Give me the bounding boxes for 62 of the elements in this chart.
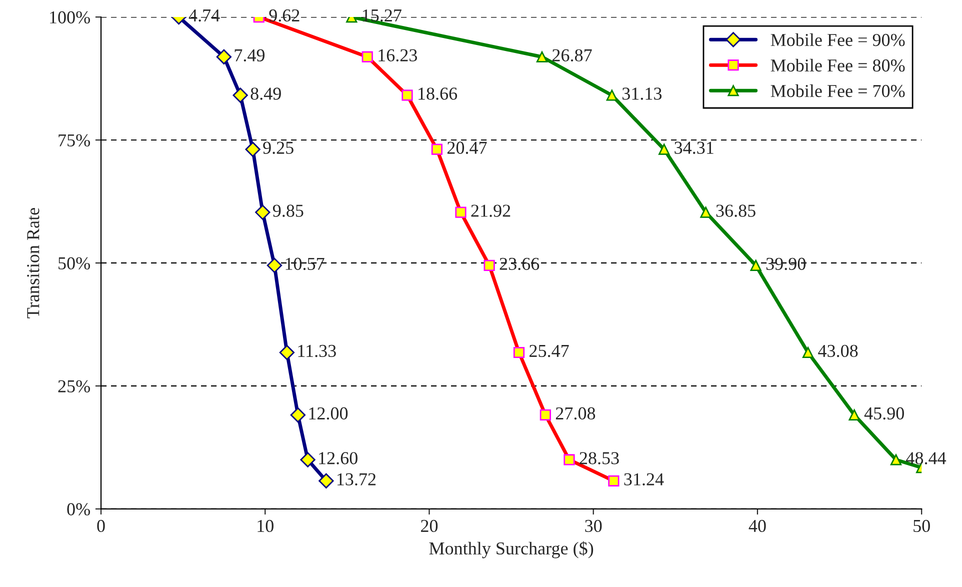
annotation: 11.33 (298, 344, 336, 358)
x-tick-label: 20 (421, 520, 438, 532)
annotation: 7.49 (234, 49, 265, 62)
point (750, 260, 762, 271)
annotation: 25.47 (530, 344, 569, 358)
annotation: 23.66 (500, 258, 540, 270)
annotation: 36.85 (716, 204, 756, 217)
point (232, 88, 248, 103)
annotation: 16.23 (378, 49, 418, 62)
point (848, 409, 860, 421)
point (216, 49, 232, 64)
annotation: 8.49 (250, 88, 281, 100)
annotation: 12.60 (319, 452, 358, 464)
annotation: 20.47 (447, 142, 487, 154)
annotation: 39.90 (766, 258, 806, 270)
annotation: 28.53 (580, 452, 619, 464)
annotation: 9.62 (269, 9, 300, 22)
annotation: 48.44 (906, 452, 946, 464)
y-tick-label: 0% (67, 503, 90, 516)
annotation: 34.31 (674, 142, 714, 154)
annotation: 12.00 (309, 407, 348, 420)
annotation: 27.08 (556, 407, 596, 420)
annotation: 31.13 (622, 88, 662, 100)
annotation: 26.87 (552, 49, 592, 62)
point (700, 206, 712, 218)
annotation: 21.92 (471, 204, 510, 217)
point (606, 90, 618, 101)
point (245, 142, 260, 157)
point (890, 454, 902, 466)
annotation: 4.74 (188, 9, 220, 22)
annotation: 13.72 (337, 473, 376, 486)
annotation: 9.85 (272, 204, 304, 217)
point (300, 452, 316, 468)
annotation: 15.27 (362, 9, 402, 22)
y-tick-label: 100% (50, 11, 90, 24)
y-tick-label: 50% (58, 257, 90, 270)
point (266, 258, 282, 274)
point (802, 346, 814, 358)
point (290, 407, 306, 423)
point (279, 344, 295, 360)
y-axis-title: Transition Rate (27, 208, 40, 318)
point (255, 204, 270, 220)
annotation: 9.25 (263, 142, 294, 154)
annotation: 43.08 (818, 344, 858, 358)
x-axis-title: Monthly Surcharge ($) (429, 541, 594, 558)
annotation: 10.57 (286, 258, 324, 270)
x-tick-label: 50 (914, 520, 930, 532)
legend-label: Mobile Fee = 90% (770, 33, 905, 46)
y-tick-label: 25% (58, 380, 90, 392)
x-tick-label: 10 (258, 520, 274, 532)
x-tick-label: 0 (97, 520, 105, 532)
y-tick-label: 75% (58, 134, 90, 146)
point (536, 51, 548, 62)
x-tick-label: 30 (585, 520, 602, 532)
annotation: 18.66 (418, 88, 458, 100)
annotation: 45.90 (864, 407, 904, 420)
point (318, 473, 334, 488)
legend-label: Mobile Fee = 80% (770, 58, 905, 72)
annotation: 31.24 (624, 473, 664, 486)
point (658, 144, 670, 155)
legend-label: Mobile Fee = 70% (770, 84, 905, 98)
x-tick-label: 40 (748, 520, 766, 532)
